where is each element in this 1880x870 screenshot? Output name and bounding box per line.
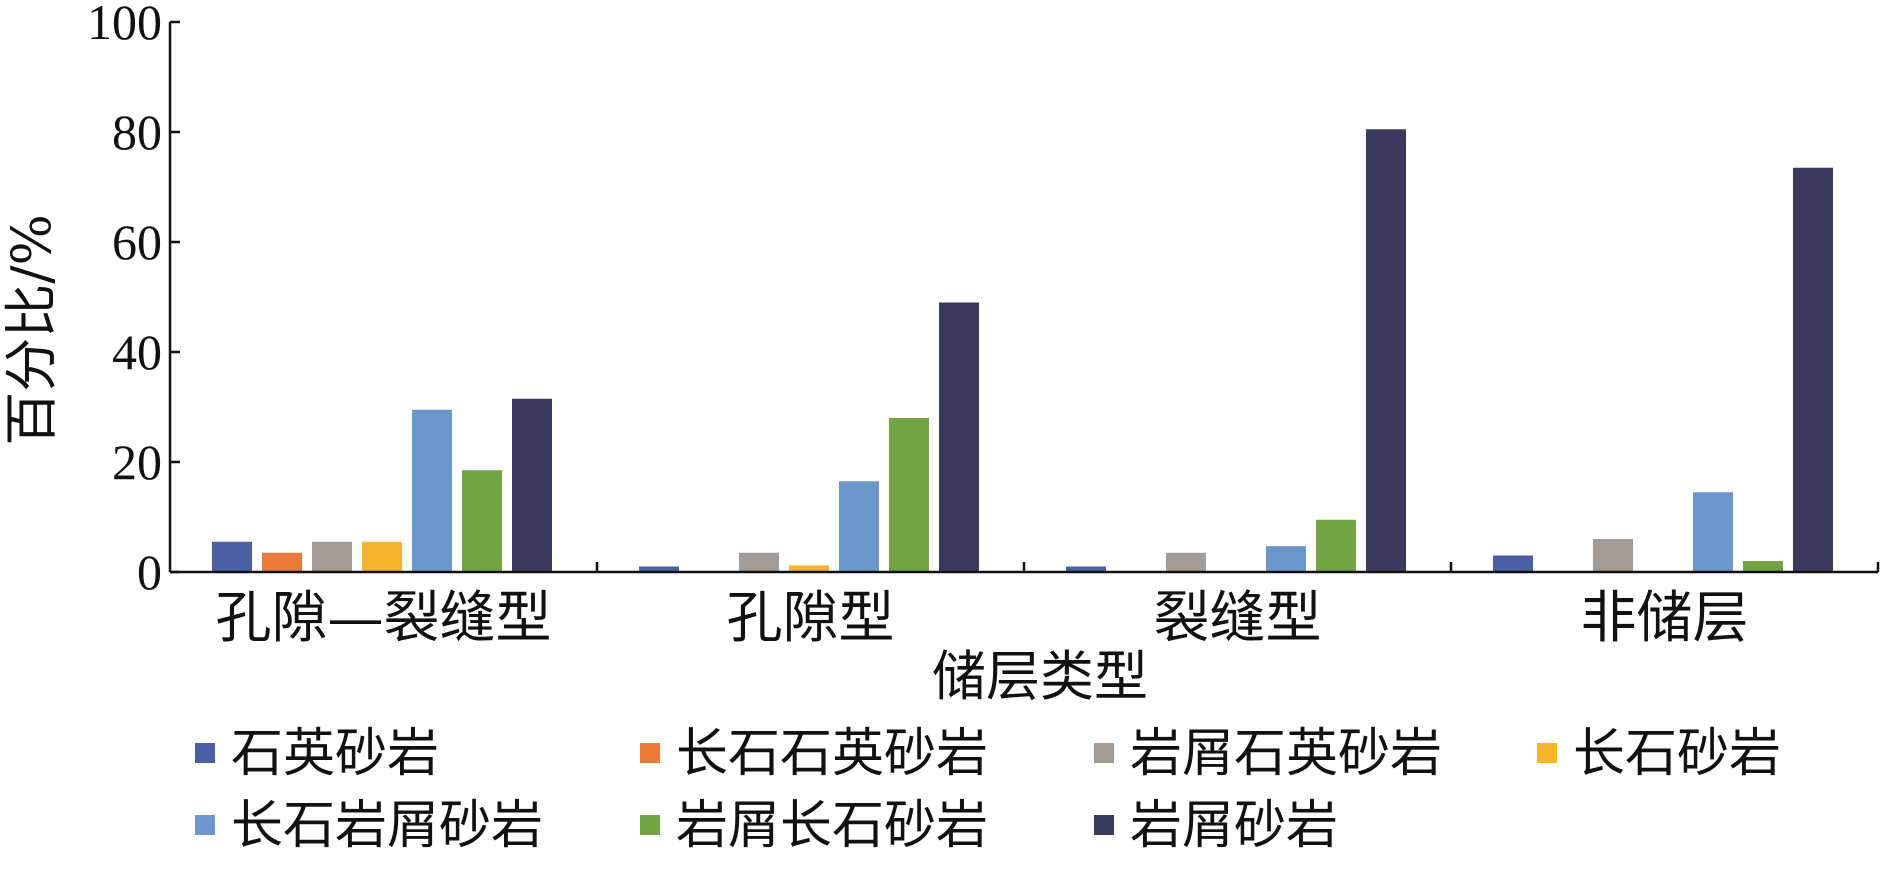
plot-area <box>212 129 1833 572</box>
legend-item: 岩屑长石砂岩 <box>640 796 988 856</box>
bar <box>362 541 402 572</box>
bar <box>1793 167 1833 572</box>
legend-label: 石英砂岩 <box>231 724 439 784</box>
bar <box>1693 492 1733 572</box>
bar <box>789 565 829 572</box>
x-tick-label: 裂缝型 <box>1154 586 1322 651</box>
bar <box>939 302 979 572</box>
x-tick-label: 非储层 <box>1581 586 1749 651</box>
y-tick-label: 60 <box>112 214 162 270</box>
bar <box>1316 519 1356 572</box>
legend-label: 岩屑砂岩 <box>1130 796 1338 856</box>
bar <box>1366 129 1406 572</box>
legend-item: 长石石英砂岩 <box>640 724 988 784</box>
legend-swatch <box>195 815 215 835</box>
legend-item: 石英砂岩 <box>195 724 439 784</box>
legend-label: 长石岩屑砂岩 <box>231 796 543 856</box>
bar <box>1166 552 1206 572</box>
legend-swatch <box>1094 815 1114 835</box>
legend-swatch <box>1094 743 1114 763</box>
legend-swatch <box>640 743 660 763</box>
legend-label: 岩屑石英砂岩 <box>1130 724 1442 784</box>
legend-label: 岩屑长石砂岩 <box>676 796 988 856</box>
bar <box>212 541 252 572</box>
bar <box>889 418 929 572</box>
legend-item: 岩屑石英砂岩 <box>1094 724 1442 784</box>
bar <box>462 470 502 572</box>
x-tick-label: 孔隙型 <box>727 586 895 651</box>
y-tick-label: 80 <box>112 104 162 160</box>
x-tick-label: 孔隙—裂缝型 <box>216 586 552 651</box>
y-tick-label: 100 <box>87 0 162 50</box>
x-axis-title: 储层类型 <box>932 645 1148 708</box>
bar <box>412 409 452 572</box>
legend-swatch <box>195 743 215 763</box>
legend-item: 长石砂岩 <box>1537 724 1781 784</box>
y-tick-label: 20 <box>112 434 162 490</box>
y-tick-label: 40 <box>112 324 162 380</box>
legend-label: 长石石英砂岩 <box>676 724 988 784</box>
legend-swatch <box>640 815 660 835</box>
bar <box>312 541 352 572</box>
y-axis-title: 百分比/% <box>0 214 63 446</box>
bar <box>1066 566 1106 572</box>
bar <box>1593 539 1633 572</box>
bar <box>262 552 302 572</box>
bar <box>739 552 779 572</box>
bar <box>512 398 552 572</box>
legend-swatch <box>1537 743 1557 763</box>
axes: 0 20 40 60 80 100 孔隙—裂缝型 孔隙型 裂缝型 非储层 <box>87 0 1880 651</box>
legend-item: 岩屑砂岩 <box>1094 796 1338 856</box>
bar <box>1743 561 1783 572</box>
y-tick-label: 0 <box>137 544 162 600</box>
bar <box>1266 546 1306 572</box>
legend-label: 长石砂岩 <box>1573 724 1781 784</box>
bar <box>839 481 879 572</box>
legend-item: 长石岩屑砂岩 <box>195 796 543 856</box>
bar <box>639 566 679 572</box>
bar <box>1493 555 1533 572</box>
